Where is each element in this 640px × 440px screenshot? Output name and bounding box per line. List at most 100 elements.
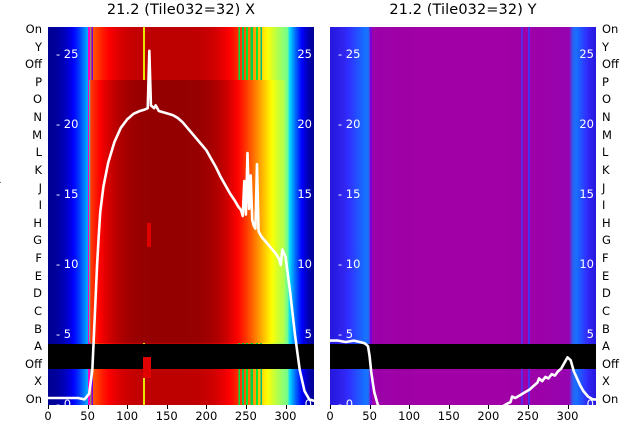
x-axis-tick-label: 200 — [195, 409, 218, 423]
category-tick-label-right: O — [602, 92, 612, 107]
category-tick-label-left: M — [32, 127, 42, 142]
x-axis-tick-mark — [245, 405, 247, 409]
x-axis-tick-mark — [330, 405, 331, 409]
category-tick-label-right: On — [602, 22, 619, 36]
x-axis-tick-label: 200 — [477, 409, 500, 423]
category-tick-label-left: Off — [25, 57, 42, 72]
inner-ytick-label: - 15 — [56, 187, 79, 201]
category-tick-label-right: J — [602, 180, 606, 195]
category-tick-label-left: A — [34, 339, 42, 354]
panel-title-y: 21.2 (Tile032=32) Y — [389, 2, 537, 18]
x-axis-tick-label: 100 — [116, 409, 139, 423]
category-tick-label-left: On — [25, 392, 42, 406]
flag-marker — [147, 223, 152, 247]
inner-ytick-label: - 15 — [338, 187, 361, 201]
category-tick-label-right: B — [602, 321, 610, 336]
category-tick-label-left: C — [33, 303, 42, 318]
inner-ytick-label: 25 — [297, 47, 312, 61]
heatmap-panel-y[interactable]: - 25 - 20 - 15 - 10 - 5 - 0 25 20 15 10 5 0 — [330, 27, 596, 405]
inner-ytick-label: 15 — [579, 187, 594, 201]
right-category-axis: On Y Off P O N M L K J I H G F E D C B A Off X On — [600, 0, 640, 440]
category-tick-label-right: H — [602, 215, 611, 230]
inner-ytick-label: 15 — [297, 187, 312, 201]
inner-ytick-label: - 5 — [338, 327, 354, 341]
x-axis-tick-label: 300 — [274, 409, 297, 423]
inner-ytick-label: - 20 — [338, 117, 361, 131]
category-tick-label-left: P — [35, 74, 42, 89]
category-tick-label-right: N — [602, 110, 611, 125]
category-tick-label-right: L — [602, 145, 609, 160]
x-axis-tick-label: 0 — [326, 409, 334, 423]
category-tick-label-left: E — [34, 268, 42, 283]
category-tick-label-left: N — [33, 110, 42, 125]
category-tick-label-left: I — [38, 198, 42, 213]
category-tick-label-right: G — [602, 233, 611, 248]
heatmap-panel-x[interactable]: - 25 - 20 - 15 - 10 - 5 - 0 25 20 15 10 5 0 — [48, 27, 314, 405]
category-tick-label-left: J — [38, 180, 42, 195]
category-tick-label-left: F — [35, 251, 42, 266]
category-tick-label-right: K — [602, 162, 610, 177]
inner-ytick-label: - 0 — [56, 397, 72, 405]
x-axis-tick-label: 50 — [362, 409, 377, 423]
category-tick-label-right: C — [602, 303, 611, 318]
category-tick-label-left: D — [33, 286, 42, 301]
category-tick-label-right: F — [602, 251, 609, 266]
inner-ytick-label: - 10 — [56, 257, 79, 271]
category-tick-label-left: O — [32, 92, 42, 107]
category-tick-label-left: H — [33, 215, 42, 230]
x-axis-tick-mark — [567, 405, 569, 409]
x-axis-tick-mark — [409, 405, 411, 409]
x-axis-tick-label: 100 — [398, 409, 421, 423]
panel-title-x: 21.2 (Tile032=32) X — [106, 2, 256, 18]
x-axis-tick-mark — [488, 405, 490, 409]
inner-ytick-label: 25 — [579, 47, 594, 61]
x-axis-tick-mark — [527, 405, 529, 409]
category-tick-label-right: M — [602, 127, 612, 142]
inner-ytick-label: - 5 — [56, 327, 72, 341]
x-axis-tick-mark — [206, 405, 208, 409]
inner-ytick-label: 5 — [304, 327, 312, 341]
category-tick-label-left: G — [33, 233, 42, 248]
inner-ytick-label: - 25 — [56, 47, 79, 61]
x-axis-tick-mark — [48, 405, 49, 409]
inner-ytick-label: 20 — [579, 117, 594, 131]
category-tick-label-left: On — [25, 22, 42, 36]
flagged-band-y — [330, 344, 596, 370]
category-tick-label-right: Y — [602, 39, 610, 54]
inner-ytick-label: 10 — [297, 257, 312, 271]
inner-ytick-label: 10 — [579, 257, 594, 271]
category-tick-label-right: P — [602, 74, 609, 89]
x-axis-tick-label: 250 — [234, 409, 257, 423]
category-tick-label-right: E — [602, 268, 610, 283]
x-axis-tick-mark — [87, 405, 89, 409]
category-tick-label-right: I — [602, 198, 606, 213]
category-tick-label-left: L — [35, 145, 42, 160]
x-axis-tick-label: 300 — [556, 409, 579, 423]
inner-ytick-label: - 10 — [338, 257, 361, 271]
category-tick-label-right: On — [602, 392, 619, 406]
inner-ytick-label: 20 — [297, 117, 312, 131]
category-tick-label-right: D — [602, 286, 611, 301]
category-tick-label-left: Off — [25, 356, 42, 371]
category-tick-label-right: Off — [602, 57, 619, 72]
inner-ytick-label: - 0 — [338, 397, 354, 405]
x-axis-tick-mark — [127, 405, 129, 409]
x-axis-tick-label: 0 — [44, 409, 52, 423]
inner-ytick-label: - 20 — [56, 117, 79, 131]
profile-curve-x — [48, 27, 314, 405]
left-category-axis: On Y Off P O N M L K J I H G F E D C B A Off X On — [0, 0, 44, 440]
x-axis-tick-mark — [448, 405, 450, 409]
inner-ytick-label: 0 — [586, 397, 594, 405]
inner-ytick-label: - 25 — [338, 47, 361, 61]
category-tick-label-left: X — [34, 374, 42, 389]
flag-marker — [147, 357, 152, 379]
x-axis-tick-label: 250 — [516, 409, 539, 423]
inner-ytick-label: 5 — [586, 327, 594, 341]
category-tick-label-left: Y — [34, 39, 42, 54]
x-axis-tick-mark — [166, 405, 168, 409]
flag-marker — [142, 357, 147, 379]
x-axis-tick-label: 150 — [155, 409, 178, 423]
category-tick-label-right: Off — [602, 356, 619, 371]
category-tick-label-right: X — [602, 374, 610, 389]
